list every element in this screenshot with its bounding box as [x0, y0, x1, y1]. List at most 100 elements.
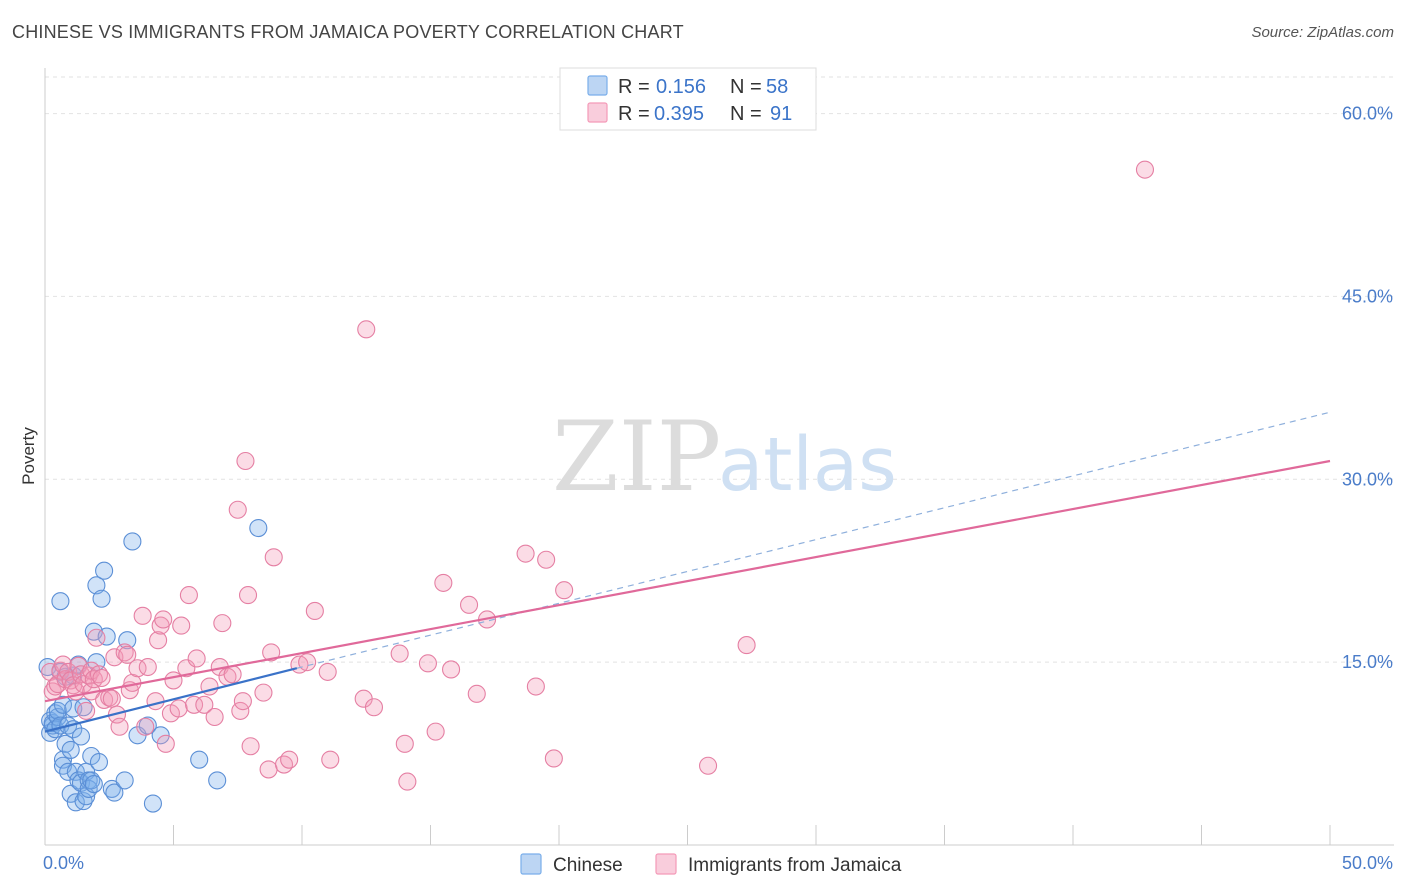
- jamaica-point-44: [172, 616, 191, 635]
- jamaica-point-87: [526, 677, 545, 696]
- jamaica-point-43: [169, 699, 188, 718]
- jamaica-trend-line: [44, 459, 1331, 703]
- jamaica-point-84: [467, 684, 486, 703]
- y-tick-label-1: 30.0%: [1342, 469, 1393, 489]
- bottom-legend-label-jamaica: Immigrants from Jamaica: [688, 855, 902, 876]
- jamaica-point-19: [87, 628, 106, 647]
- jamaica-point-18: [84, 670, 103, 689]
- jamaica-point-65: [264, 548, 283, 567]
- chinese-point-54: [151, 726, 170, 745]
- legend-r-label-chinese: R =: [618, 76, 650, 98]
- jamaica-point-59: [236, 451, 255, 471]
- axes: [44, 68, 1394, 846]
- jamaica-point-61: [241, 737, 260, 756]
- jamaica-point-64: [262, 643, 281, 662]
- jamaica-point-80: [426, 722, 445, 741]
- jamaica-point-71: [318, 662, 337, 681]
- jamaica-point-36: [146, 692, 165, 711]
- legend-n-value-jamaica: 91: [770, 103, 792, 125]
- chinese-point-56: [208, 771, 227, 790]
- x-tick-label-1: 50.0%: [1342, 853, 1393, 873]
- bottom-legend-label-chinese: Chinese: [553, 855, 623, 876]
- jamaica-point-62: [254, 683, 273, 702]
- chinese-trend-extension: [296, 411, 1331, 669]
- trend-lines: [44, 411, 1331, 733]
- jamaica-point-28: [115, 643, 134, 662]
- jamaica-point-47: [185, 695, 204, 714]
- chinese-point-19: [61, 740, 80, 759]
- chinese-point-40: [87, 576, 106, 595]
- jamaica-point-55: [223, 665, 242, 684]
- chinese-trend-line: [44, 667, 298, 733]
- legend-swatch-chinese: [587, 75, 608, 96]
- chinese-point-48: [115, 771, 134, 790]
- jamaica-point-83: [459, 595, 479, 614]
- jamaica-point-91: [699, 756, 718, 775]
- jamaica-point-75: [364, 698, 384, 717]
- jamaica-point-67: [280, 750, 299, 769]
- chinese-point-53: [143, 794, 162, 813]
- x-tick-label-0: 0.0%: [43, 853, 84, 873]
- legend-swatch-jamaica: [587, 102, 608, 123]
- jamaica-point-92: [737, 636, 756, 655]
- jamaica-point-89: [544, 749, 563, 768]
- jamaica-point-27: [110, 717, 129, 736]
- jamaica-point-90: [555, 581, 574, 600]
- jamaica-point-33: [133, 606, 152, 625]
- jamaica-point-88: [537, 550, 556, 569]
- legend-n-value-chinese: 58: [766, 76, 788, 98]
- jamaica-point-40: [156, 734, 175, 753]
- chinese-point-42: [89, 753, 109, 772]
- legend-n-label-chinese: N =: [730, 76, 762, 98]
- jamaica-point-79: [418, 654, 437, 673]
- chinese-point-55: [190, 750, 209, 769]
- jamaica-point-35: [138, 657, 157, 677]
- jamaica-point-76: [390, 644, 409, 663]
- data-points: [38, 160, 1155, 813]
- y-tick-label-3: 60.0%: [1342, 104, 1393, 124]
- y-axis-label: Poverty: [19, 427, 38, 485]
- watermark: ZIP atlas: [552, 401, 897, 513]
- jamaica-point-82: [442, 660, 461, 679]
- legend-r-value-jamaica: 0.395: [654, 103, 704, 125]
- jamaica-point-58: [233, 692, 252, 711]
- chinese-point-47: [105, 783, 124, 802]
- jamaica-point-66: [274, 755, 294, 774]
- jamaica-point-34: [136, 717, 155, 736]
- jamaica-point-86: [516, 544, 535, 563]
- legend-n-label-jamaica: N =: [730, 103, 762, 125]
- chinese-point-25: [66, 793, 85, 812]
- jamaica-point-63: [259, 760, 278, 779]
- watermark-zip: ZIP: [552, 401, 721, 513]
- jamaica-point-46: [179, 586, 198, 605]
- jamaica-point-70: [305, 601, 324, 620]
- bottom-legend-swatch-chinese: [520, 853, 542, 875]
- jamaica-point-56: [228, 500, 247, 519]
- jamaica-point-24: [102, 689, 121, 708]
- jamaica-point-69: [298, 653, 317, 672]
- chinese-point-50: [123, 532, 142, 551]
- legend-top: R = 0.156 N = 58 R = 0.395 N = 91: [559, 67, 817, 131]
- chart-title: CHINESE VS IMMIGRANTS FROM JAMAICA POVER…: [12, 22, 684, 42]
- chinese-point-43: [92, 589, 111, 608]
- jamaica-point-60: [238, 586, 258, 605]
- chinese-point-38: [84, 774, 103, 794]
- jamaica-point-37: [149, 631, 168, 650]
- watermark-atlas: atlas: [718, 422, 897, 508]
- jamaica-point-21: [92, 668, 111, 688]
- legend-r-label-jamaica: R =: [618, 103, 650, 125]
- jamaica-point-29: [118, 645, 137, 664]
- jamaica-point-14: [77, 701, 96, 720]
- chinese-point-9: [51, 592, 70, 611]
- jamaica-point-53: [213, 614, 232, 633]
- jamaica-point-81: [434, 573, 453, 592]
- y-tick-label-0: 15.0%: [1342, 652, 1393, 672]
- jamaica-point-39: [154, 610, 173, 629]
- jamaica-point-77: [395, 734, 414, 753]
- legend-bottom: Chinese Immigrants from Jamaica: [520, 853, 902, 876]
- jamaica-point-51: [205, 707, 224, 727]
- bottom-legend-swatch-jamaica: [655, 853, 677, 875]
- jamaica-point-49: [195, 695, 214, 714]
- chinese-point-12: [53, 695, 73, 714]
- jamaica-point-72: [321, 750, 340, 769]
